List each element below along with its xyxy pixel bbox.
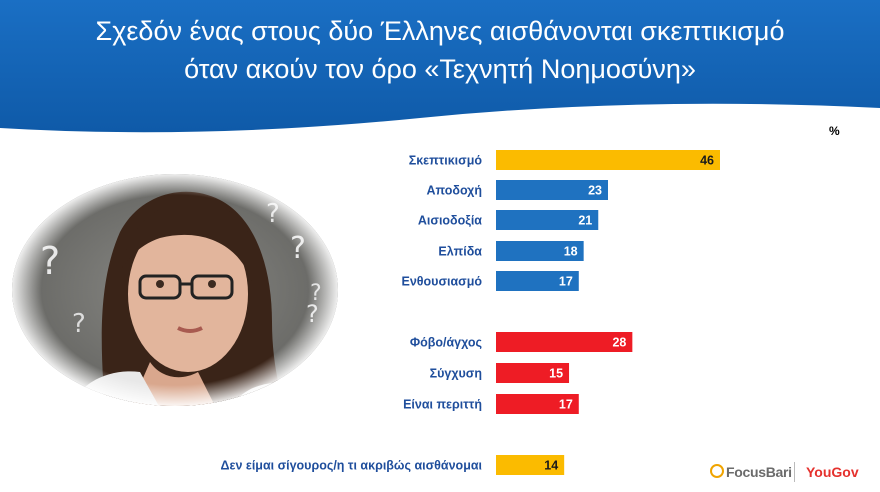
bar xyxy=(496,180,608,200)
magnifier-icon xyxy=(710,464,724,478)
category-label: Είναι περιττή xyxy=(403,398,482,412)
title-line-2: όταν ακούν τον όρο «Τεχνητή Νοημοσύνη» xyxy=(184,54,696,84)
title-line-1: Σχεδόν ένας στους δύο Έλληνες αισθάνοντα… xyxy=(95,16,785,46)
bar xyxy=(496,332,633,352)
data-label: 17 xyxy=(559,398,573,412)
bar xyxy=(496,363,570,383)
data-label: 14 xyxy=(544,459,558,473)
bar xyxy=(496,271,579,291)
data-label: 21 xyxy=(578,214,592,228)
thinking-woman-photo: ? ? ? ? ? ? xyxy=(12,174,338,406)
yougov-logo: YouGov xyxy=(806,464,859,480)
data-label: 46 xyxy=(700,154,714,168)
category-label: Φόβο/άγχος xyxy=(410,336,482,350)
category-label: Αποδοχή xyxy=(427,184,482,198)
bar xyxy=(496,150,720,170)
logos: FocusBari YouGov xyxy=(700,462,880,484)
bar xyxy=(496,210,599,230)
page-title: Σχεδόν ένας στους δύο Έλληνες αισθάνοντα… xyxy=(0,12,880,88)
logo-divider xyxy=(794,462,795,482)
focusbari-logo: FocusBari xyxy=(710,464,792,480)
category-label: Δεν είμαι σίγουρος/η τι ακριβώς αισθάνομ… xyxy=(221,459,483,473)
data-label: 28 xyxy=(612,336,626,350)
data-label: 15 xyxy=(549,367,563,381)
bar xyxy=(496,241,584,261)
category-label: Σύγχυση xyxy=(430,367,482,381)
data-label: 18 xyxy=(564,245,578,259)
data-label: 23 xyxy=(588,184,602,198)
header-background xyxy=(0,0,880,133)
bar xyxy=(496,455,565,475)
bar xyxy=(496,394,579,414)
data-label: 17 xyxy=(559,275,573,289)
category-label: Ελπίδα xyxy=(438,245,482,259)
category-label: Σκεπτικισμό xyxy=(409,154,483,168)
category-label: Ενθουσιασμό xyxy=(402,275,483,289)
unit-label: % xyxy=(829,124,840,138)
category-label: Αισιοδοξία xyxy=(418,214,482,228)
header-banner: Σχεδόν ένας στους δύο Έλληνες αισθάνοντα… xyxy=(0,0,880,140)
